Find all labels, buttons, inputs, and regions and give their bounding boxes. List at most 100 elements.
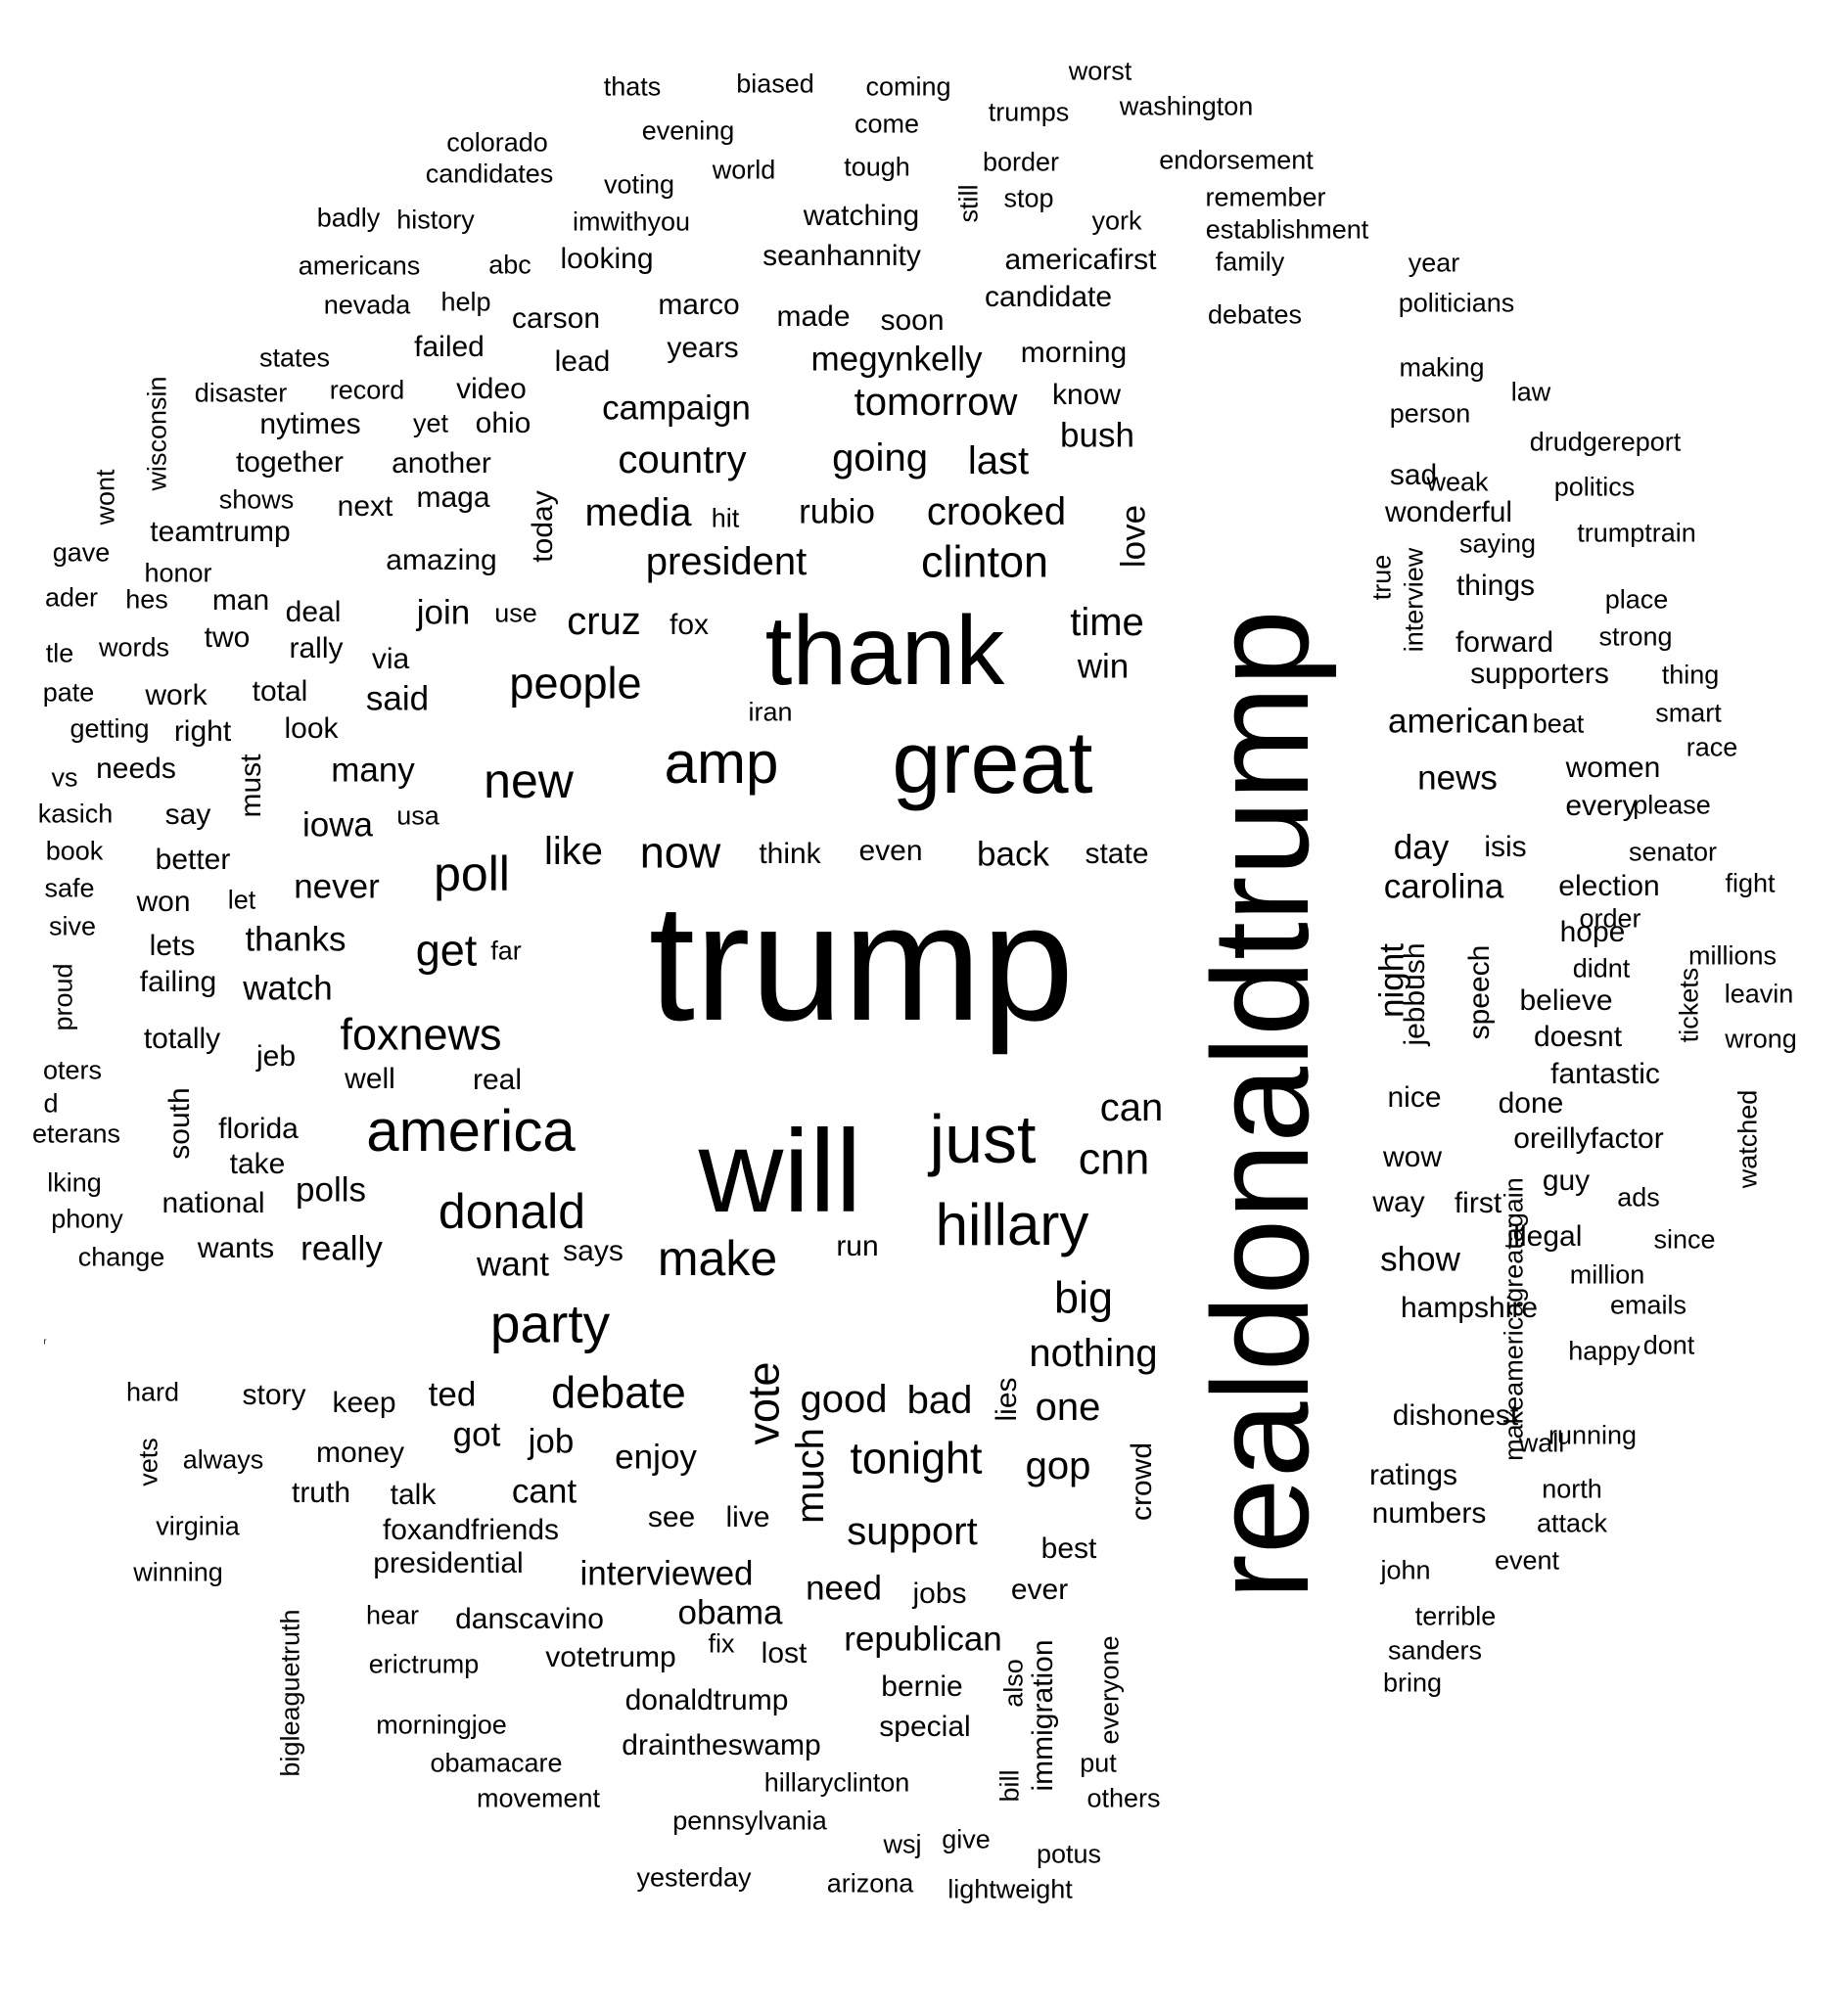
word-79: trumptrain [1577,518,1696,548]
word-293: morningjoe [376,1710,507,1740]
word-141: better [155,844,231,876]
word-151: like [543,830,604,873]
word-55: person [1389,398,1471,429]
word-130: great [892,714,1093,812]
word-41: failed [414,331,485,363]
word-200: will [698,1106,862,1237]
word-105: words [98,632,170,663]
word-16: remember [1205,182,1326,212]
word-245: vets [133,1438,163,1486]
word-158: let [227,885,256,915]
word-148: senator [1628,837,1718,867]
word-252: ratings [1368,1459,1458,1491]
word-132: women [1565,752,1661,784]
word-119: right [173,715,232,748]
word-233: story [242,1379,306,1411]
word-218: illegal [1506,1220,1583,1253]
word-114: total [252,675,308,708]
word-116: people [509,658,642,709]
word-51: law [1510,377,1551,407]
word-300: movement [476,1783,601,1813]
word-162: realdonaldtrump [1183,610,1337,1600]
word-69: wont [90,469,120,526]
word-219: since [1653,1224,1716,1255]
word-14: voting [603,169,675,200]
word-5: washington [1119,91,1254,121]
word-65: last [967,439,1030,482]
word-107: via [371,643,410,675]
word-220: want [477,1245,549,1284]
word-237: lies [991,1377,1023,1422]
word-17: badly [316,203,381,233]
word-37: candidate [984,281,1113,313]
word-208: donald [438,1184,586,1239]
word-242: one [1035,1386,1101,1429]
word-283: erictrump [368,1649,480,1679]
word-291: bernie [881,1670,963,1703]
word-261: see [647,1501,696,1533]
word-76: rubio [799,492,875,531]
word-243: wall [1518,1428,1565,1458]
word-190: nice [1387,1081,1442,1114]
word-253: much [789,1428,832,1524]
word-287: sanders [1387,1635,1483,1666]
word-45: morning [1020,337,1128,369]
word-18: history [396,205,475,235]
word-209: hillary [935,1192,1089,1258]
word-279: danscavino [455,1603,604,1635]
word-199: take [229,1148,286,1180]
word-12: border [982,147,1060,177]
word-229: dont [1642,1330,1695,1360]
word-22: york [1091,206,1142,236]
word-307: arizona [826,1868,914,1898]
word-136: usa [396,800,439,831]
word-74: media [584,491,692,534]
word-178: tickets [1674,967,1704,1043]
word-48: record [329,375,405,405]
word-263: numbers [1371,1497,1487,1530]
word-249: job [528,1422,575,1461]
word-90: things [1455,570,1536,602]
word-296: put [1080,1748,1117,1778]
word-83: love [1114,504,1153,569]
word-270: interviewed [579,1554,754,1593]
word-277: hear [365,1600,420,1630]
word-38: debates [1207,299,1303,330]
word-267: best [1040,1532,1097,1565]
word-196: eterans [31,1119,121,1149]
word-13: endorsement [1159,145,1314,175]
word-106: tle [45,638,74,668]
word-250: enjoy [615,1438,697,1477]
word-66: sad [1389,459,1438,491]
word-120: look [284,712,339,745]
word-264: attack [1536,1508,1608,1538]
word-87: president [645,540,808,583]
word-25: abc [488,250,531,280]
word-212: ads [1617,1182,1660,1212]
word-85: interview [1399,547,1429,653]
word-70: shows [218,484,295,515]
word-94: deal [285,596,342,628]
word-60: drudgereport [1529,427,1682,457]
word-117: iran [748,697,793,727]
word-144: back [977,835,1049,874]
word-6: evening [641,115,735,146]
word-143: even [858,835,923,867]
word-288: also [998,1659,1029,1708]
word-192: south [163,1087,196,1160]
word-21: still [953,184,984,223]
word-301: others [1086,1783,1161,1813]
word-29: family [1215,247,1285,277]
word-145: state [1085,838,1149,870]
word-179: totally [143,1023,221,1055]
word-140: book [45,836,104,866]
word-269: presidential [373,1547,524,1579]
word-103: rally [289,632,344,664]
word-294: special [879,1711,971,1743]
word-30: year [1408,248,1460,278]
word-223: million [1569,1259,1645,1290]
word-157: won [136,886,191,918]
word-20: watching [803,200,920,232]
word-230: nothing [1029,1332,1158,1375]
word-289: bring [1382,1668,1443,1698]
